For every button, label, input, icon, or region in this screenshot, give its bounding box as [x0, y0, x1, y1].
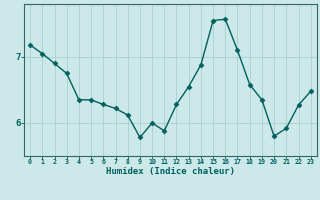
X-axis label: Humidex (Indice chaleur): Humidex (Indice chaleur)	[106, 167, 235, 176]
